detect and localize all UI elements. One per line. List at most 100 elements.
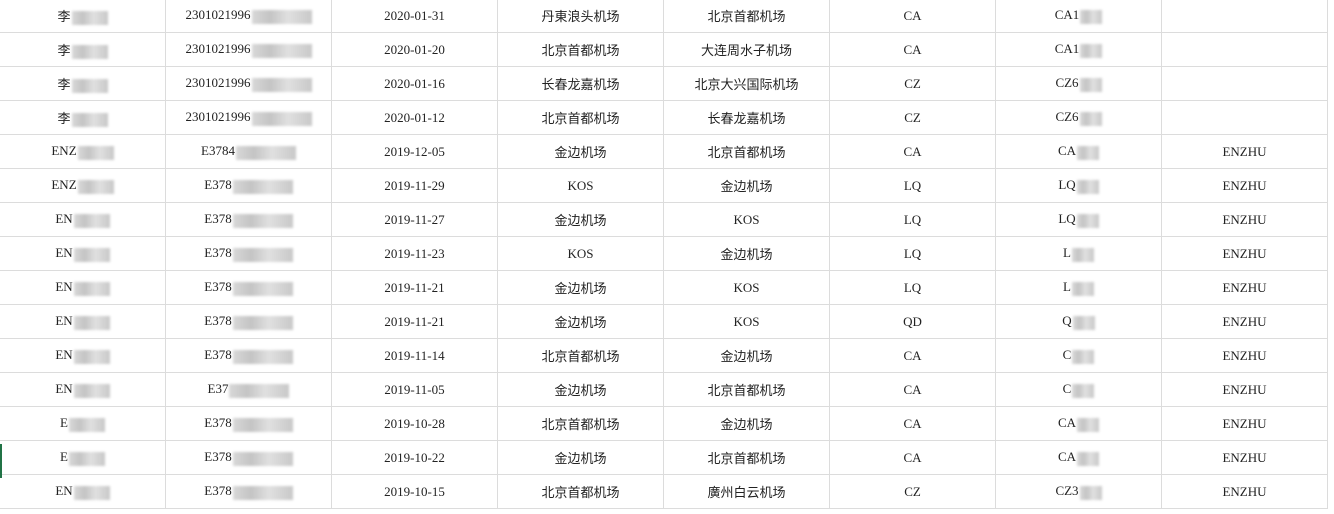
origin-cell[interactable]: 金边机场 [497,372,664,407]
note-cell[interactable] [1161,32,1328,67]
date-cell[interactable]: 2020-01-31 [331,0,498,33]
destination-cell[interactable]: 金边机场 [663,406,830,441]
note-cell[interactable]: ENZHU [1161,474,1328,509]
name-cell[interactable]: ENZ [0,168,166,203]
destination-cell[interactable]: 廣州白云机场 [663,474,830,509]
destination-cell[interactable]: KOS [663,202,830,237]
id-card-cell[interactable]: E378 [165,474,332,509]
origin-cell[interactable]: 金边机场 [497,134,664,169]
note-cell[interactable]: ENZHU [1161,236,1328,271]
airline-cell[interactable]: LQ [829,270,996,305]
origin-cell[interactable]: 北京首都机场 [497,100,664,135]
note-cell[interactable]: ENZHU [1161,338,1328,373]
airline-cell[interactable]: LQ [829,202,996,237]
id-card-cell[interactable]: E378 [165,440,332,475]
airline-cell[interactable]: CZ [829,100,996,135]
destination-cell[interactable]: 北京大兴国际机场 [663,66,830,101]
flight-number-cell[interactable]: CZ3 [995,474,1162,509]
airline-cell[interactable]: CA [829,134,996,169]
flight-number-cell[interactable]: CA1 [995,0,1162,33]
id-card-cell[interactable]: E3784 [165,134,332,169]
origin-cell[interactable]: 北京首都机场 [497,338,664,373]
flight-number-cell[interactable]: Q [995,304,1162,339]
name-cell[interactable]: EN [0,338,166,373]
date-cell[interactable]: 2019-10-28 [331,406,498,441]
note-cell[interactable] [1161,0,1328,33]
date-cell[interactable]: 2019-12-05 [331,134,498,169]
name-cell[interactable]: E [0,440,166,475]
destination-cell[interactable]: 金边机场 [663,168,830,203]
id-card-cell[interactable]: E378 [165,338,332,373]
name-cell[interactable]: ENZ [0,134,166,169]
flight-number-cell[interactable]: CA [995,406,1162,441]
origin-cell[interactable]: 金边机场 [497,304,664,339]
destination-cell[interactable]: 北京首都机场 [663,0,830,33]
note-cell[interactable] [1161,100,1328,135]
airline-cell[interactable]: CA [829,406,996,441]
airline-cell[interactable]: CA [829,0,996,33]
note-cell[interactable]: ENZHU [1161,134,1328,169]
date-cell[interactable]: 2019-11-29 [331,168,498,203]
flight-number-cell[interactable]: L [995,270,1162,305]
flight-number-cell[interactable]: CA [995,134,1162,169]
destination-cell[interactable]: KOS [663,304,830,339]
name-cell[interactable]: 李 [0,32,166,67]
name-cell[interactable]: EN [0,474,166,509]
date-cell[interactable]: 2020-01-16 [331,66,498,101]
airline-cell[interactable]: CZ [829,66,996,101]
name-cell[interactable]: EN [0,304,166,339]
destination-cell[interactable]: 金边机场 [663,236,830,271]
date-cell[interactable]: 2019-10-15 [331,474,498,509]
id-card-cell[interactable]: 2301021996 [165,100,332,135]
date-cell[interactable]: 2019-11-14 [331,338,498,373]
note-cell[interactable]: ENZHU [1161,372,1328,407]
origin-cell[interactable]: 北京首都机场 [497,474,664,509]
airline-cell[interactable]: CZ [829,474,996,509]
id-card-cell[interactable]: E378 [165,168,332,203]
name-cell[interactable]: 李 [0,66,166,101]
destination-cell[interactable]: 长春龙嘉机场 [663,100,830,135]
flight-number-cell[interactable]: L [995,236,1162,271]
flight-number-cell[interactable]: CZ6 [995,66,1162,101]
airline-cell[interactable]: QD [829,304,996,339]
name-cell[interactable]: EN [0,270,166,305]
note-cell[interactable] [1161,66,1328,101]
destination-cell[interactable]: 北京首都机场 [663,134,830,169]
name-cell[interactable]: EN [0,236,166,271]
id-card-cell[interactable]: 2301021996 [165,66,332,101]
destination-cell[interactable]: 大连周水子机场 [663,32,830,67]
origin-cell[interactable]: 北京首都机场 [497,32,664,67]
origin-cell[interactable]: KOS [497,168,664,203]
note-cell[interactable]: ENZHU [1161,304,1328,339]
flight-number-cell[interactable]: C [995,338,1162,373]
origin-cell[interactable]: 北京首都机场 [497,406,664,441]
date-cell[interactable]: 2019-10-22 [331,440,498,475]
origin-cell[interactable]: KOS [497,236,664,271]
name-cell[interactable]: 李 [0,100,166,135]
id-card-cell[interactable]: 2301021996 [165,0,332,33]
id-card-cell[interactable]: E378 [165,304,332,339]
origin-cell[interactable]: 长春龙嘉机场 [497,66,664,101]
note-cell[interactable]: ENZHU [1161,406,1328,441]
name-cell[interactable]: E [0,406,166,441]
date-cell[interactable]: 2019-11-21 [331,304,498,339]
id-card-cell[interactable]: E37 [165,372,332,407]
airline-cell[interactable]: CA [829,372,996,407]
note-cell[interactable]: ENZHU [1161,168,1328,203]
airline-cell[interactable]: CA [829,32,996,67]
date-cell[interactable]: 2019-11-27 [331,202,498,237]
note-cell[interactable]: ENZHU [1161,440,1328,475]
airline-cell[interactable]: CA [829,338,996,373]
flight-number-cell[interactable]: LQ [995,202,1162,237]
airline-cell[interactable]: LQ [829,168,996,203]
destination-cell[interactable]: 金边机场 [663,338,830,373]
id-card-cell[interactable]: E378 [165,202,332,237]
airline-cell[interactable]: LQ [829,236,996,271]
id-card-cell[interactable]: 2301021996 [165,32,332,67]
destination-cell[interactable]: 北京首都机场 [663,372,830,407]
note-cell[interactable]: ENZHU [1161,270,1328,305]
date-cell[interactable]: 2019-11-23 [331,236,498,271]
date-cell[interactable]: 2019-11-05 [331,372,498,407]
id-card-cell[interactable]: E378 [165,270,332,305]
date-cell[interactable]: 2020-01-12 [331,100,498,135]
